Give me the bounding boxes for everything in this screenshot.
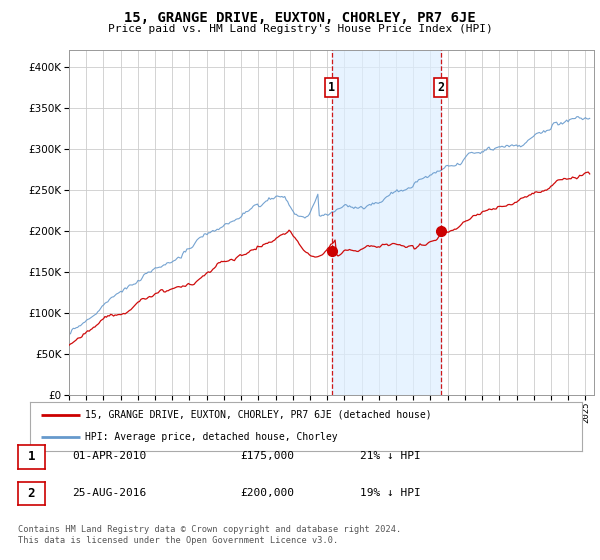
Text: 25-AUG-2016: 25-AUG-2016	[72, 488, 146, 498]
Text: £200,000: £200,000	[240, 488, 294, 498]
Text: Contains HM Land Registry data © Crown copyright and database right 2024.
This d: Contains HM Land Registry data © Crown c…	[18, 525, 401, 545]
Text: 1: 1	[28, 450, 35, 464]
Text: £175,000: £175,000	[240, 451, 294, 461]
Text: 2: 2	[437, 81, 444, 94]
Text: 15, GRANGE DRIVE, EUXTON, CHORLEY, PR7 6JE (detached house): 15, GRANGE DRIVE, EUXTON, CHORLEY, PR7 6…	[85, 410, 432, 420]
Text: 21% ↓ HPI: 21% ↓ HPI	[360, 451, 421, 461]
Text: 1: 1	[328, 81, 335, 94]
Text: 01-APR-2010: 01-APR-2010	[72, 451, 146, 461]
Text: Price paid vs. HM Land Registry's House Price Index (HPI): Price paid vs. HM Land Registry's House …	[107, 24, 493, 34]
Bar	[331, 50, 440, 395]
Text: HPI: Average price, detached house, Chorley: HPI: Average price, detached house, Chor…	[85, 432, 338, 442]
Text: 19% ↓ HPI: 19% ↓ HPI	[360, 488, 421, 498]
Text: 2: 2	[28, 487, 35, 500]
Text: 15, GRANGE DRIVE, EUXTON, CHORLEY, PR7 6JE: 15, GRANGE DRIVE, EUXTON, CHORLEY, PR7 6…	[124, 11, 476, 25]
